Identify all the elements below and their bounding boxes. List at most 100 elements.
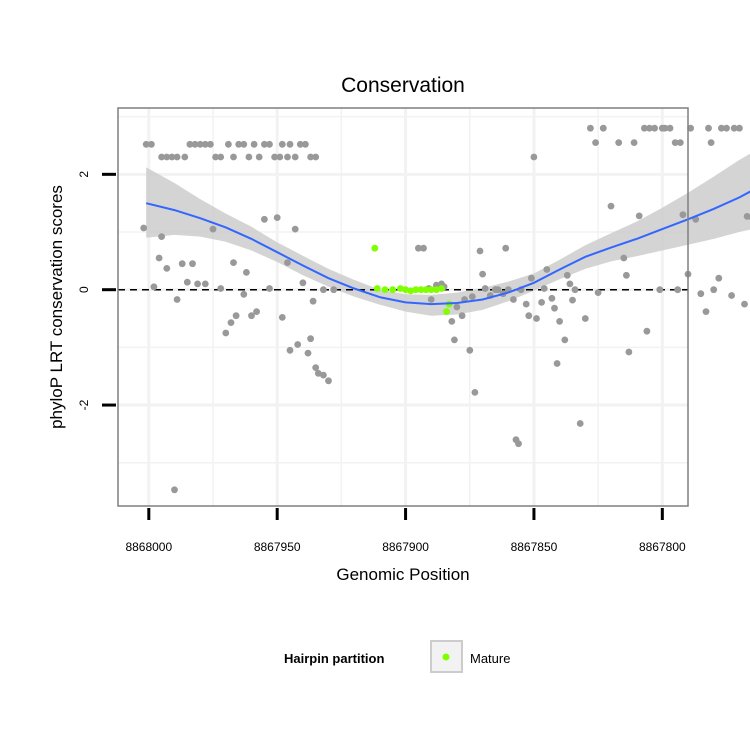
data-point bbox=[253, 308, 260, 315]
data-point bbox=[525, 312, 533, 320]
data-point bbox=[687, 124, 694, 132]
data-point bbox=[540, 285, 548, 292]
data-point bbox=[494, 286, 502, 294]
data-point bbox=[304, 349, 312, 357]
data-point bbox=[148, 140, 155, 148]
data-point bbox=[217, 153, 225, 161]
data-point bbox=[325, 377, 332, 385]
y-tick-label: 0 bbox=[77, 286, 91, 293]
data-point bbox=[191, 140, 199, 148]
data-point bbox=[278, 314, 286, 321]
x-tick-label: 8867950 bbox=[254, 540, 301, 554]
confidence-band bbox=[146, 153, 750, 316]
data-point bbox=[522, 300, 530, 308]
data-point bbox=[730, 124, 738, 132]
data-point bbox=[312, 153, 320, 161]
y-tick-label: -2 bbox=[77, 399, 91, 410]
data-point bbox=[471, 389, 479, 396]
data-point bbox=[296, 140, 304, 148]
data-point bbox=[284, 153, 291, 161]
data-point bbox=[243, 269, 250, 276]
data-point bbox=[551, 304, 558, 312]
data-point bbox=[576, 420, 584, 427]
data-point bbox=[510, 296, 517, 303]
data-point bbox=[232, 312, 240, 320]
data-point bbox=[625, 348, 633, 356]
data-point bbox=[273, 214, 281, 222]
data-point bbox=[250, 140, 258, 148]
data-point bbox=[261, 215, 268, 223]
x-tick-label: 8868000 bbox=[125, 540, 172, 554]
y-axis-label: phyloP LRT conservation scores bbox=[47, 185, 66, 429]
data-point bbox=[312, 364, 320, 371]
data-point bbox=[651, 124, 658, 132]
data-point bbox=[299, 279, 307, 287]
data-point bbox=[320, 286, 327, 294]
data-point bbox=[587, 124, 594, 132]
data-point bbox=[194, 280, 202, 288]
data-point bbox=[302, 140, 309, 148]
plot-panel bbox=[117, 107, 750, 507]
data-point bbox=[620, 254, 628, 262]
data-point bbox=[140, 224, 148, 232]
data-point bbox=[240, 140, 248, 148]
data-point bbox=[284, 259, 291, 266]
data-point bbox=[178, 260, 186, 268]
legend-title: Hairpin partition bbox=[284, 651, 384, 666]
x-axis-label: Genomic Position bbox=[336, 565, 469, 584]
data-point bbox=[307, 335, 314, 343]
data-point bbox=[676, 139, 684, 147]
data-point bbox=[476, 247, 484, 255]
data-point bbox=[248, 312, 255, 320]
smooth-line bbox=[145, 190, 750, 306]
data-point bbox=[209, 225, 217, 233]
mature-point bbox=[407, 287, 415, 295]
data-point bbox=[225, 140, 232, 148]
data-point bbox=[309, 297, 317, 305]
data-point bbox=[261, 140, 268, 148]
mature-point bbox=[412, 286, 420, 294]
data-point bbox=[563, 271, 571, 279]
data-point bbox=[173, 153, 181, 161]
mature-point bbox=[389, 286, 397, 294]
mature-point bbox=[422, 286, 430, 294]
data-point bbox=[291, 225, 299, 233]
data-point bbox=[150, 283, 158, 291]
data-point bbox=[168, 153, 176, 161]
data-point bbox=[528, 274, 535, 282]
data-point bbox=[230, 153, 237, 161]
data-point bbox=[181, 153, 189, 161]
data-point bbox=[553, 360, 561, 367]
data-point bbox=[276, 153, 284, 161]
chart-title: Conservation bbox=[341, 74, 465, 97]
data-point bbox=[427, 296, 435, 303]
data-point bbox=[533, 315, 540, 322]
data-point bbox=[448, 318, 456, 325]
data-point bbox=[569, 296, 576, 304]
data-point bbox=[286, 346, 294, 354]
legend-key-swatch bbox=[442, 653, 450, 661]
data-point bbox=[705, 124, 712, 132]
data-point bbox=[217, 285, 225, 292]
data-point bbox=[607, 202, 615, 210]
data-point bbox=[479, 270, 486, 278]
data-point bbox=[142, 140, 150, 148]
legend: Hairpin partition Mature bbox=[284, 640, 510, 673]
y-axis: -2 0 2 bbox=[77, 171, 116, 410]
data-point bbox=[255, 153, 263, 161]
data-point bbox=[189, 260, 196, 268]
mature-point bbox=[438, 285, 445, 292]
data-point bbox=[266, 285, 273, 292]
data-point bbox=[715, 274, 723, 282]
mature-point bbox=[381, 286, 389, 294]
data-point bbox=[515, 440, 522, 448]
data-point bbox=[212, 153, 220, 161]
data-point bbox=[271, 153, 278, 161]
data-point bbox=[420, 244, 427, 252]
data-point bbox=[240, 290, 248, 298]
y-tick-label: 2 bbox=[77, 171, 91, 178]
x-tick-label: 8867800 bbox=[639, 540, 686, 554]
x-axis: 8868000 8867950 8867900 8867850 8867800 bbox=[125, 508, 686, 554]
data-point bbox=[286, 140, 294, 148]
